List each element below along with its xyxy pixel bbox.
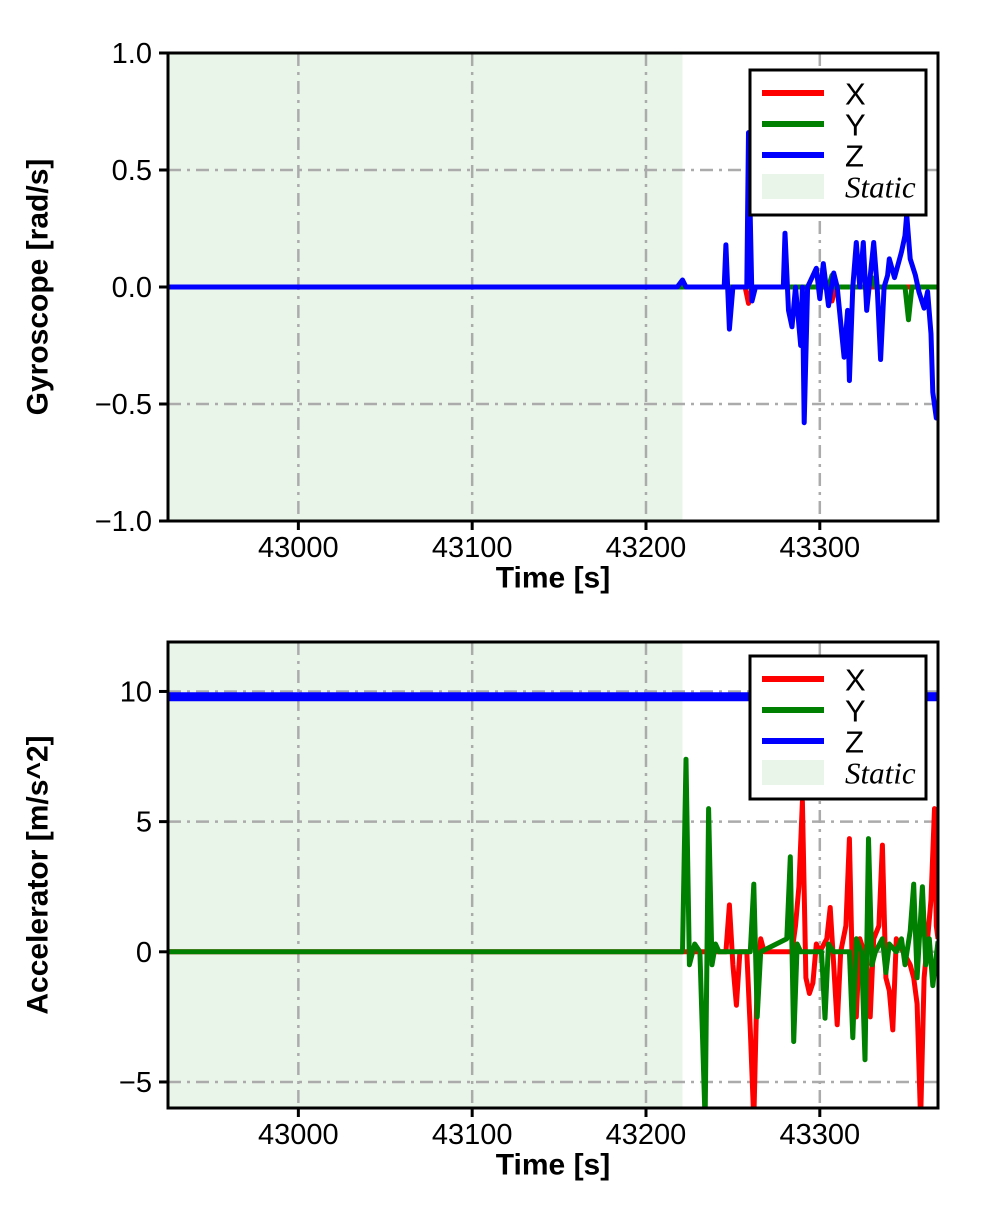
legend-entry-Z: Z (762, 725, 864, 760)
x-tick-label: 43300 (779, 532, 860, 564)
legend-entry-label: Y (845, 108, 866, 143)
legend-entry-Y: Y (762, 108, 866, 143)
x-axis-label: Time [s] (496, 1149, 610, 1182)
x-tick-label: 43300 (779, 1119, 860, 1151)
y-tick-label: 1.0 (112, 38, 152, 70)
y-tick-label: −5 (119, 1067, 152, 1099)
legend-entry-label: Y (845, 694, 866, 729)
ticks: 43000 43100 43200 43300 10 5 0 −5 (119, 676, 860, 1151)
series-X-line (168, 799, 938, 1108)
legend-entry-label: Static (845, 170, 916, 205)
y-axis-label: Accelerator [m/s^2] (22, 735, 55, 1014)
x-tick-label: 43100 (432, 532, 513, 564)
legend-entry-X: X (762, 77, 866, 112)
legend-entry-label: X (845, 77, 866, 112)
legend-entry-Y: Y (762, 694, 866, 729)
ticks: 43000 43100 43200 43300 1.0 0.5 0.0 −0.5 −1.0 (95, 38, 860, 564)
x-tick-label: 43000 (258, 1119, 339, 1151)
y-tick-label: 0.0 (112, 272, 152, 304)
y-tick-label: −1.0 (95, 506, 152, 538)
accelerator-chart: 43000 43100 43200 43300 10 5 0 −5 Time [s] Accele… (22, 640, 940, 1182)
y-tick-label: 0.5 (112, 155, 152, 187)
series-Z-line (168, 130, 938, 426)
legend-entry-Static: Static (762, 170, 916, 205)
x-tick-label: 43000 (258, 532, 339, 564)
plot-border (166, 640, 940, 1110)
legend-entry-Z: Z (762, 139, 864, 174)
gyroscope-chart: 43000 43100 43200 43300 1.0 0.5 0.0 −0.5 −1.0 Tim… (22, 38, 940, 595)
x-tick-label: 43100 (432, 1119, 513, 1151)
series-Y-line (168, 756, 938, 1108)
legend-entry-Static: Static (762, 756, 916, 791)
x-tick-label: 43200 (606, 532, 687, 564)
y-tick-label: −0.5 (95, 389, 152, 421)
legend-entry-label: Static (845, 756, 916, 791)
legend-patch-swatch (762, 174, 824, 199)
legend-entry-label: Z (845, 725, 864, 760)
x-tick-label: 43200 (606, 1119, 687, 1151)
legend-entry-X: X (762, 663, 866, 698)
static-region (168, 642, 683, 1108)
legend-patch-swatch (762, 760, 824, 785)
y-tick-label: 5 (136, 807, 152, 839)
series-group (168, 130, 938, 426)
legend-entry-label: Z (845, 139, 864, 174)
y-tick-label: 0 (136, 937, 152, 969)
x-axis-label: Time [s] (496, 562, 610, 595)
legend-entry-label: X (845, 663, 866, 698)
y-axis-label: Gyroscope [rad/s] (22, 159, 55, 416)
y-tick-label: 10 (120, 676, 152, 708)
